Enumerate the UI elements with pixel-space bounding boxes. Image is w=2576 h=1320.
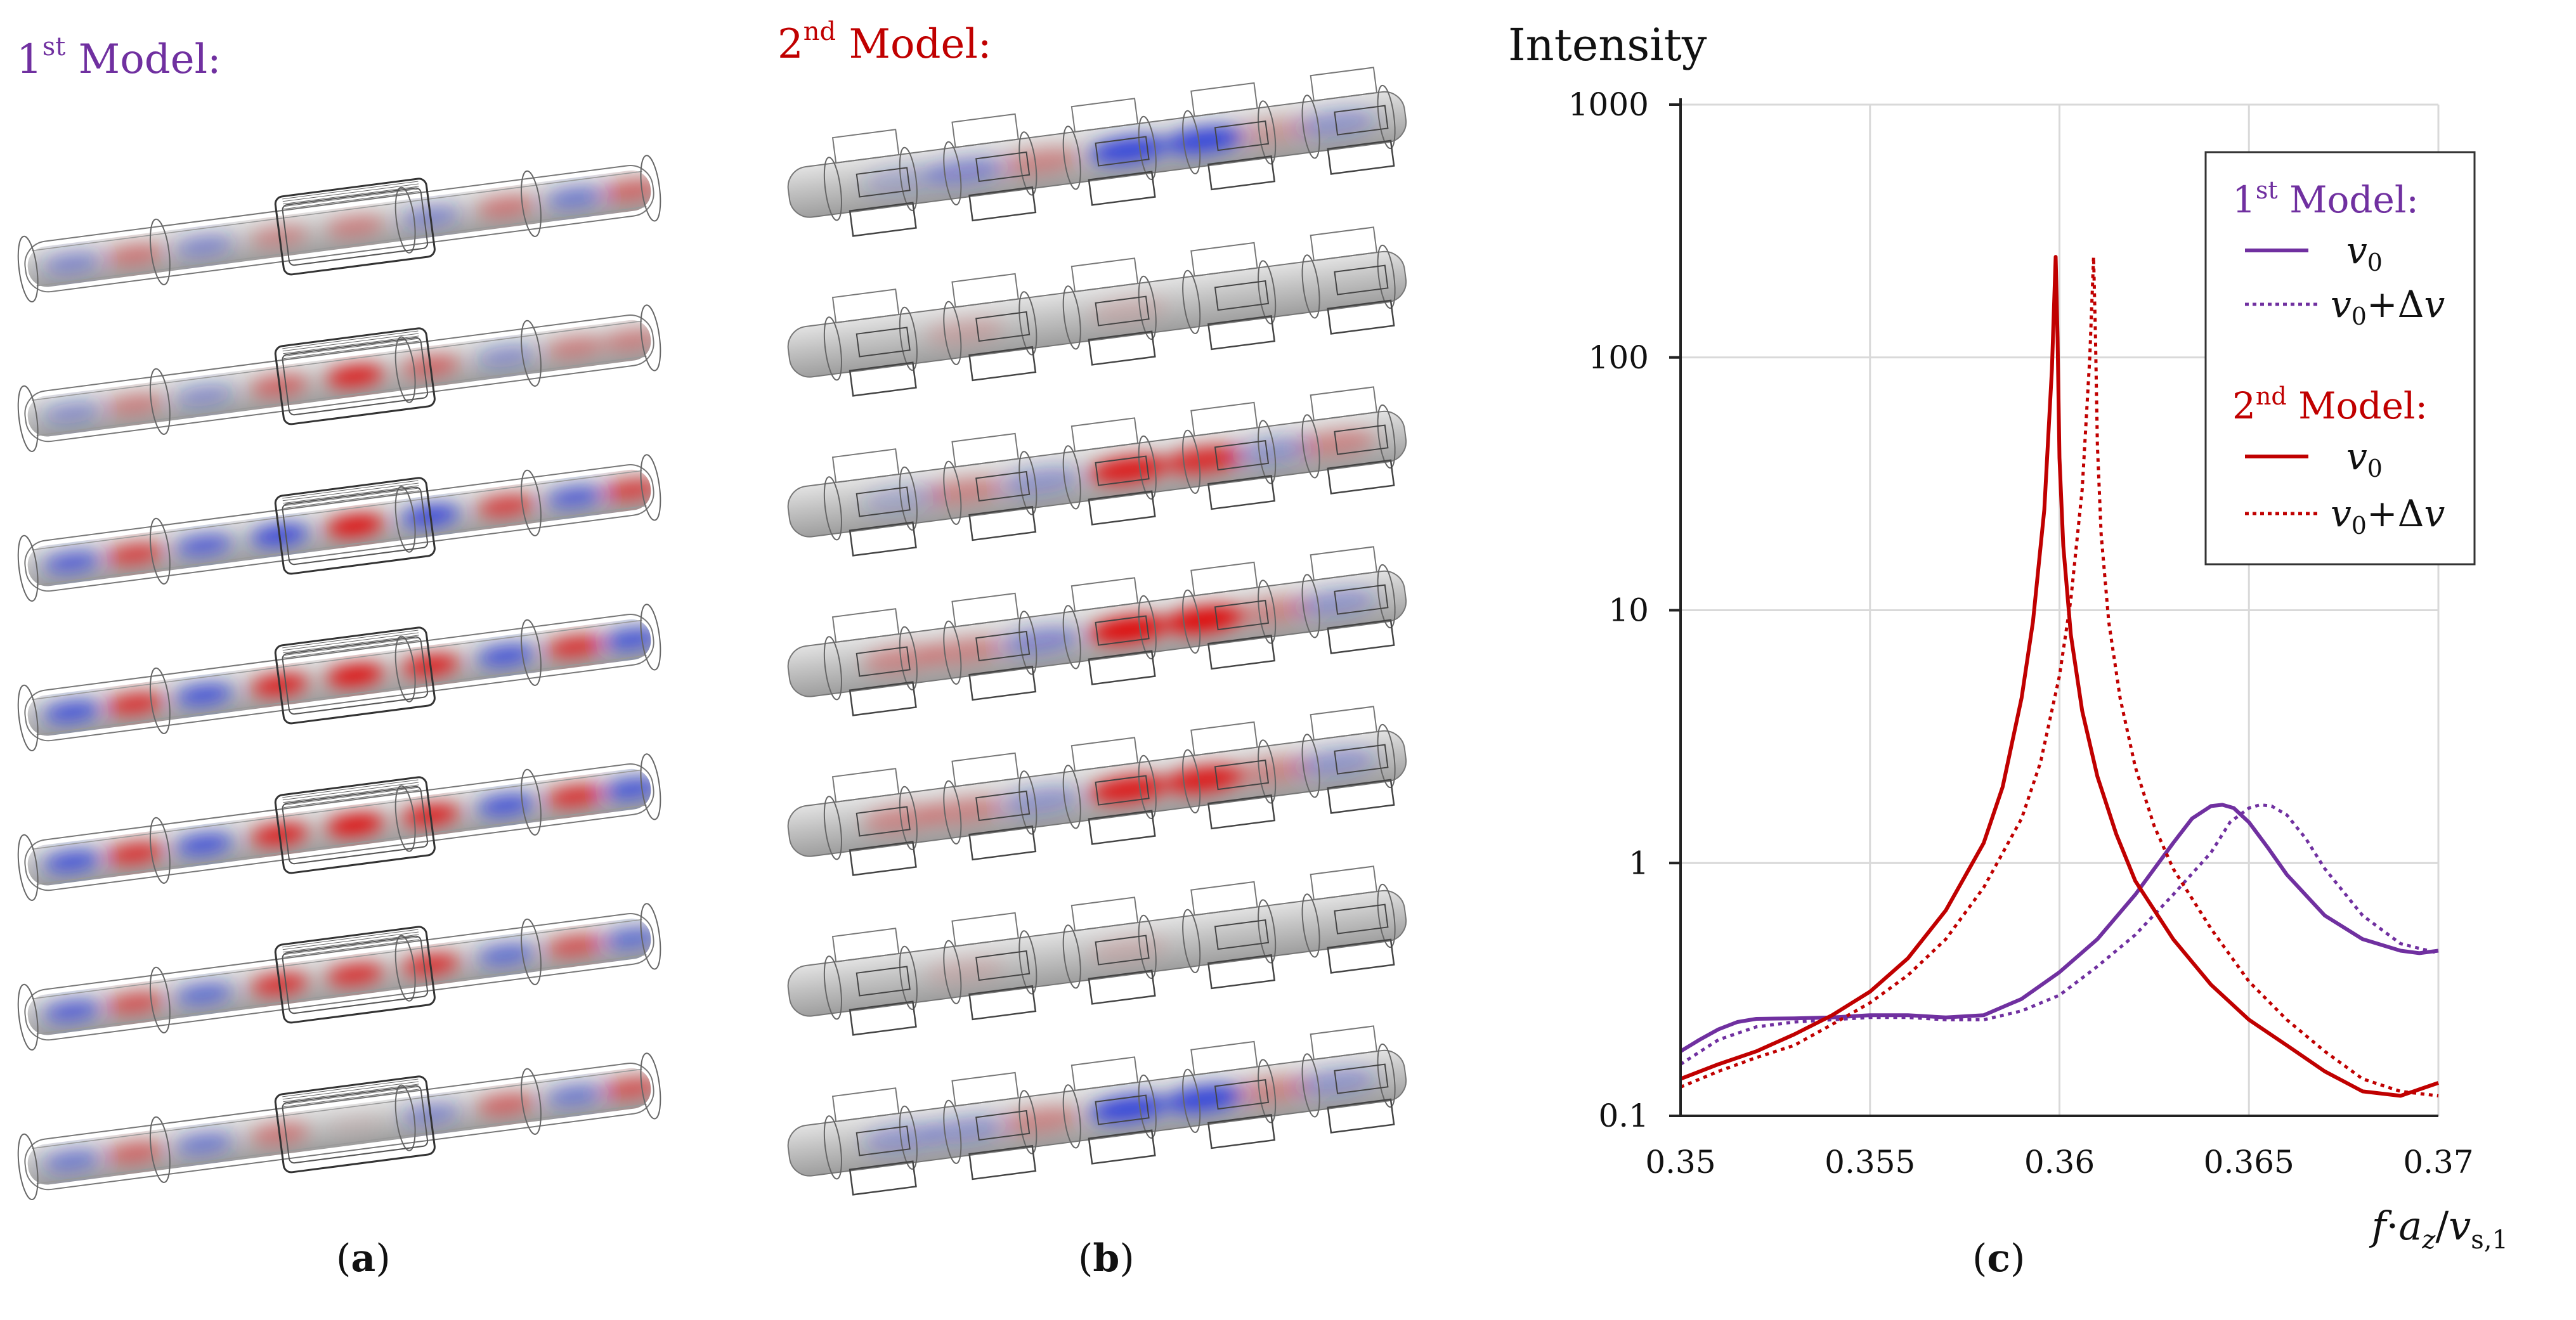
panel-b-heading-sup: nd (803, 16, 836, 46)
chart-tick-labels: 0.35 0.355 0.36 0.365 0.37 0.1 1 10 100 1000 (1568, 86, 2474, 1181)
legend-label-2nd-v0: v0 (2346, 435, 2383, 482)
panel-a-field-maps (17, 155, 661, 1200)
panel-a-heading-sup: st (42, 32, 66, 61)
field-map-rod (787, 546, 1407, 716)
panel-a-heading: 1st Model: (16, 34, 221, 83)
field-map-rod (787, 706, 1407, 876)
field-map-rod (17, 753, 661, 901)
caption-c-letter: c (1987, 1236, 2010, 1281)
y-tick-label: 0.1 (1598, 1097, 1649, 1134)
field-map-rod (787, 67, 1407, 237)
x-tick-label: 0.355 (1825, 1144, 1915, 1181)
field-map-rod (787, 1025, 1407, 1196)
field-map-rod (17, 604, 661, 751)
panel-b-heading-text: Model: (836, 21, 992, 68)
field-map-rod (787, 386, 1407, 557)
panel-a-heading-text: Model: (65, 36, 221, 83)
legend-label-2nd-dv: v0+Δv (2331, 492, 2445, 540)
intensity-chart: Intensity 0.35 0.355 0.36 0.365 0.37 0.1 1 10 10… (1508, 19, 2508, 1255)
panel-b-field-maps (787, 67, 1407, 1196)
caption-b-letter: b (1093, 1236, 1120, 1281)
x-axis-label: f·az/vs,1 (2369, 1203, 2508, 1255)
series-line (1679, 803, 2439, 1053)
panel-b-heading: 2nd Model: (777, 19, 992, 68)
caption-a: (a) (336, 1236, 391, 1281)
y-tick-label: 1 (1629, 844, 1649, 881)
field-map-rod (17, 304, 661, 452)
x-tick-label: 0.35 (1645, 1144, 1715, 1181)
x-tick-label: 0.365 (2204, 1144, 2294, 1181)
chart-title: Intensity (1508, 19, 1707, 71)
x-tick-label: 0.36 (2024, 1144, 2095, 1181)
field-map-rod (787, 226, 1407, 397)
y-tick-label: 10 (1608, 592, 1649, 629)
field-map-rod (787, 865, 1407, 1036)
panel-b-heading-prefix: 2 (777, 21, 803, 68)
series-line (1679, 803, 2439, 1066)
field-map-rod (17, 155, 661, 302)
series-line (1679, 255, 2439, 1098)
field-map-rod (17, 1052, 661, 1200)
field-map-rod (17, 454, 661, 602)
legend-box (2204, 151, 2476, 566)
legend-group2-title: 2nd Model: (2232, 382, 2428, 427)
y-tick-label: 1000 (1568, 86, 1649, 123)
field-map-rod (17, 903, 661, 1051)
legend-label-1st-dv: v0+Δv (2331, 283, 2445, 330)
y-tick-label: 100 (1589, 339, 1649, 376)
legend-label-1st-v0: v0 (2346, 229, 2383, 276)
chart-series (1679, 255, 2439, 1098)
chart-axes (1669, 98, 2438, 1117)
series-line (1680, 255, 2439, 1097)
chart-legend: 1st Model: v0 v0+Δv 2nd Model: v0 v0+Δv (2204, 151, 2476, 566)
panel-a-heading-prefix: 1 (16, 36, 42, 83)
caption-c: (c) (1972, 1236, 2026, 1281)
x-tick-label: 0.37 (2403, 1144, 2473, 1181)
caption-b: (b) (1078, 1236, 1135, 1281)
legend-group1-title: 1st Model: (2232, 176, 2419, 221)
caption-a-letter: a (351, 1236, 376, 1281)
